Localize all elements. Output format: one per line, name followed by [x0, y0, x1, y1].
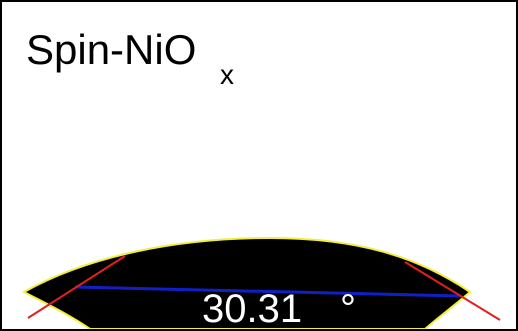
angle-unit: ° [340, 287, 356, 331]
page: Spin-NiO x 30.31 ° (() => { const data =… [0, 0, 518, 331]
contact-angle-image: Spin-NiO x 30.31 ° [0, 0, 518, 331]
sample-label: Spin-NiO [26, 26, 196, 73]
angle-value: 30.31 [202, 287, 302, 331]
sample-label-subscript: x [220, 59, 234, 90]
